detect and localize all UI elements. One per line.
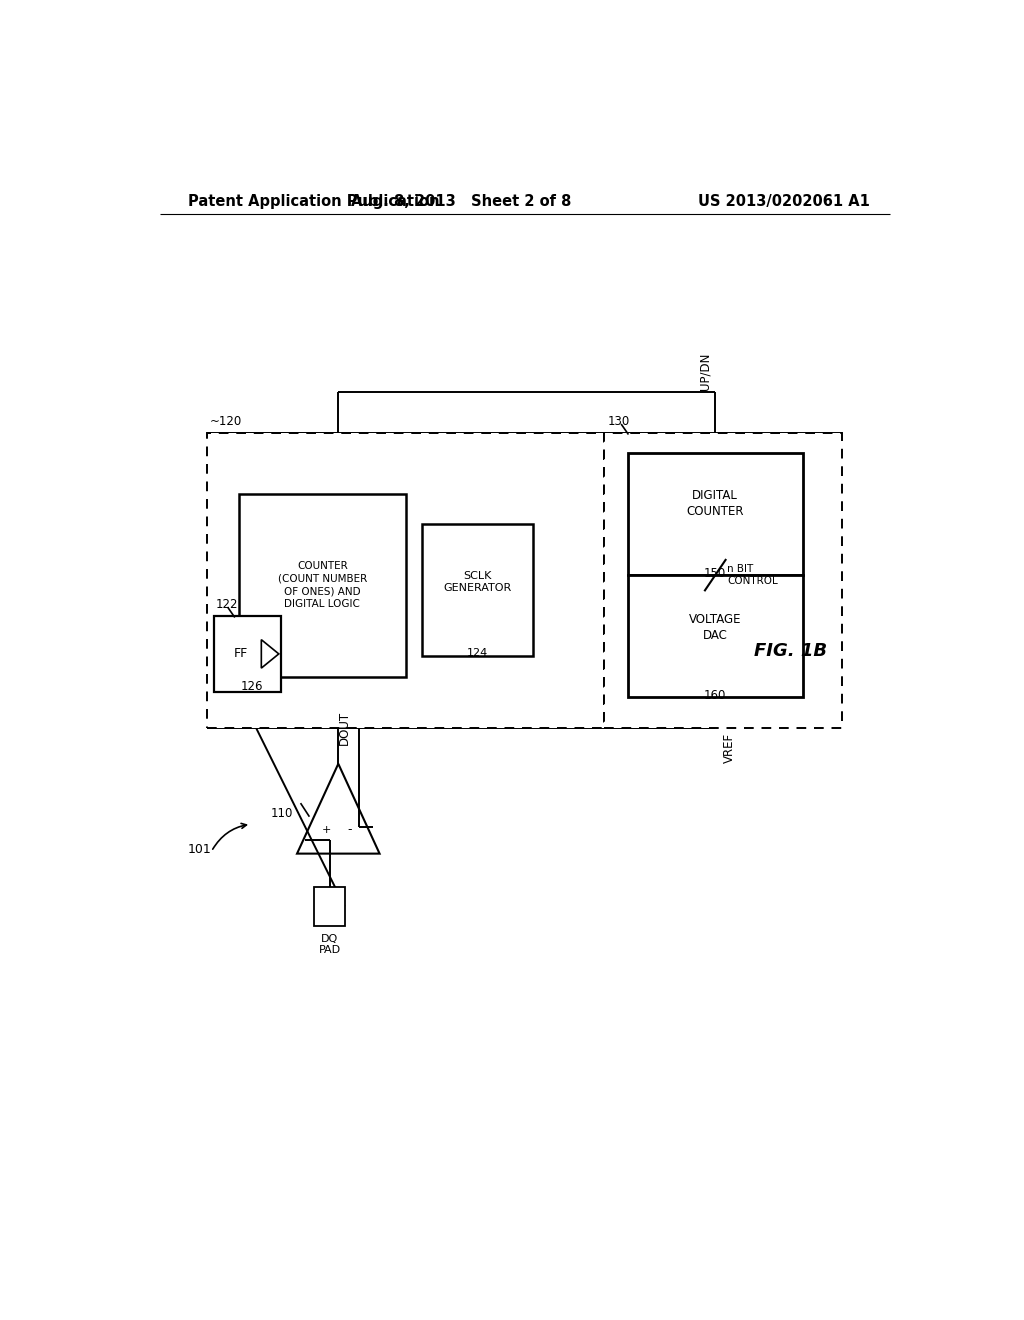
Text: n BIT
CONTROL: n BIT CONTROL [727, 565, 778, 586]
FancyBboxPatch shape [214, 616, 282, 692]
Text: DIGITAL
COUNTER: DIGITAL COUNTER [686, 490, 744, 519]
Text: UP/DN: UP/DN [698, 352, 712, 391]
FancyBboxPatch shape [314, 887, 345, 925]
Text: Patent Application Publication: Patent Application Publication [187, 194, 439, 209]
Text: 126: 126 [241, 680, 263, 693]
Text: 150: 150 [705, 568, 726, 579]
Text: VREF: VREF [723, 733, 736, 763]
FancyBboxPatch shape [604, 433, 842, 727]
Text: VOLTAGE
DAC: VOLTAGE DAC [689, 614, 741, 643]
Text: 122: 122 [215, 598, 238, 611]
FancyBboxPatch shape [422, 524, 532, 656]
Text: -: - [347, 824, 351, 837]
Text: 101: 101 [187, 843, 211, 857]
FancyBboxPatch shape [628, 576, 803, 697]
Text: 130: 130 [608, 414, 631, 428]
Text: 124: 124 [467, 648, 487, 659]
Text: COUNTER
(COUNT NUMBER
OF ONES) AND
DIGITAL LOGIC: COUNTER (COUNT NUMBER OF ONES) AND DIGIT… [278, 561, 367, 610]
FancyBboxPatch shape [207, 433, 604, 727]
Text: 110: 110 [270, 808, 293, 821]
Text: Aug. 8, 2013   Sheet 2 of 8: Aug. 8, 2013 Sheet 2 of 8 [351, 194, 571, 209]
FancyBboxPatch shape [628, 453, 803, 576]
Text: DQ
PAD: DQ PAD [318, 935, 341, 954]
Text: 160: 160 [705, 689, 726, 702]
Text: DOUT: DOUT [338, 711, 351, 746]
Text: US 2013/0202061 A1: US 2013/0202061 A1 [698, 194, 870, 209]
Text: SCLK
GENERATOR: SCLK GENERATOR [443, 572, 511, 594]
Text: FF: FF [233, 647, 248, 660]
Text: ~120: ~120 [210, 414, 242, 428]
Text: FIG. 1B: FIG. 1B [754, 643, 827, 660]
FancyBboxPatch shape [240, 494, 406, 677]
Text: +: + [322, 825, 331, 834]
